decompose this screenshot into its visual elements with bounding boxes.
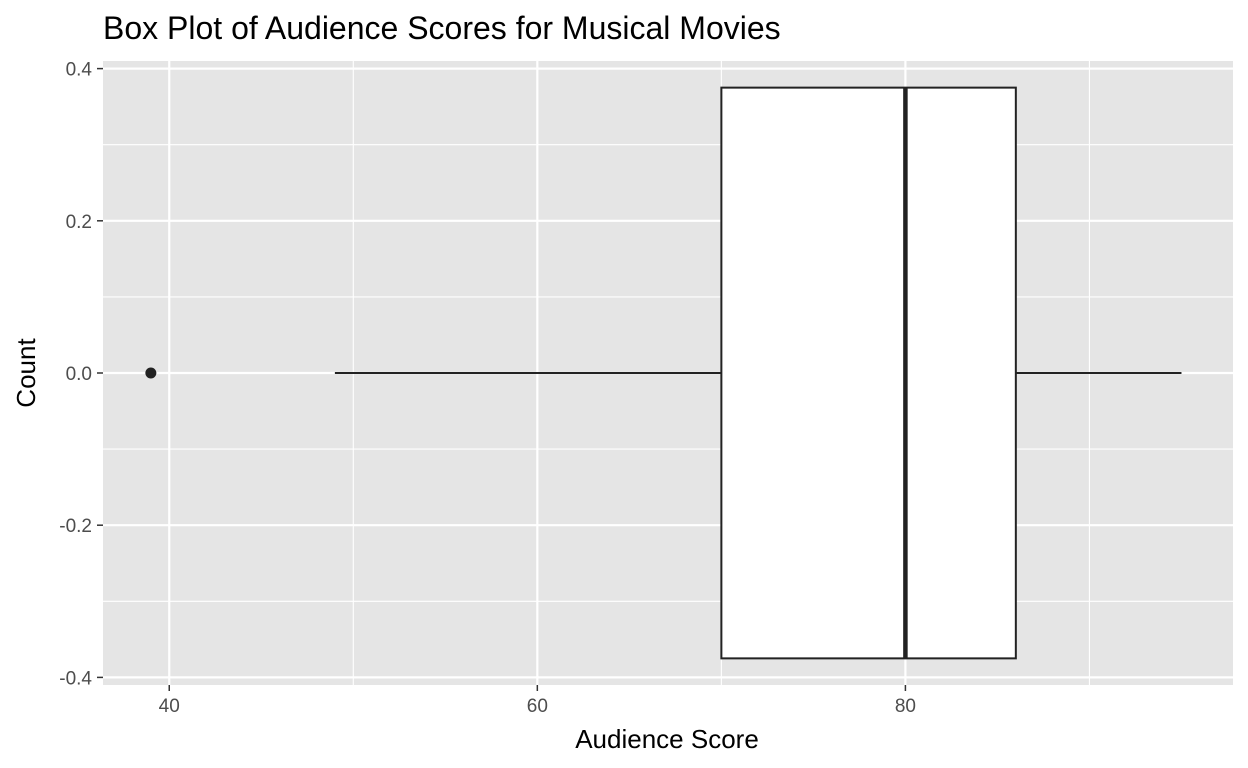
iqr-box — [720, 86, 1017, 660]
box-plot-marks — [145, 86, 1182, 660]
y-axis: 0.4 0.2 0.0 -0.2 -0.4 — [59, 60, 103, 689]
x-axis: 40 60 80 — [159, 685, 916, 717]
y-tick-label: -0.4 — [59, 668, 92, 689]
y-tick-label: 0.0 — [66, 364, 92, 385]
y-tick-label: 0.2 — [66, 212, 92, 233]
outlier-point — [145, 367, 157, 379]
x-tick-label: 40 — [159, 696, 180, 717]
x-tick-label: 60 — [527, 696, 548, 717]
y-tick-label: 0.4 — [66, 60, 93, 81]
x-tick-label: 80 — [895, 696, 916, 717]
x-axis-label: Audience Score — [575, 724, 759, 754]
y-axis-label: Count — [11, 338, 41, 408]
y-tick-label: -0.2 — [59, 516, 92, 537]
chart-title: Box Plot of Audience Scores for Musical … — [103, 10, 781, 46]
